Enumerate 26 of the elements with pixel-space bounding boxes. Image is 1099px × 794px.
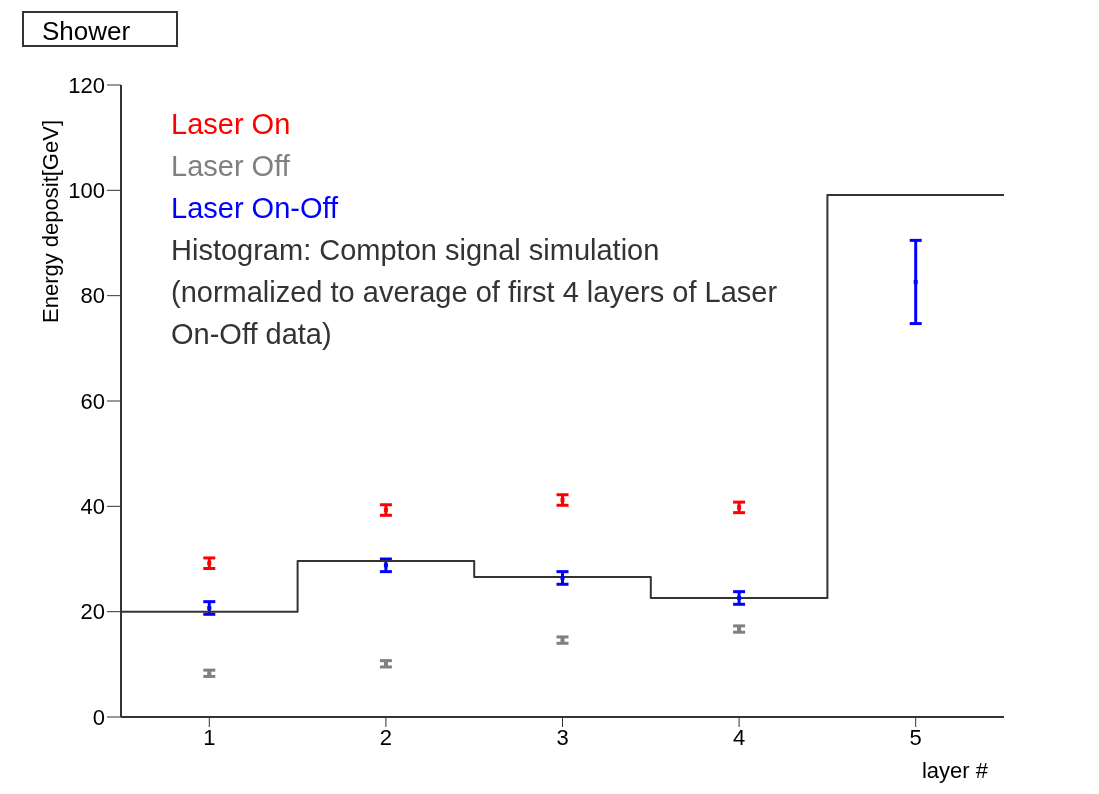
x-axis-title: layer # — [921, 758, 989, 783]
y-tick-label: 100 — [68, 178, 105, 204]
point — [737, 595, 742, 600]
series-label: Histogram: Compton signal simulation (normalized to average of first 4 layers of Laser On-Off data) — [171, 233, 779, 352]
y-tick-label: 40 — [80, 494, 105, 520]
point — [207, 605, 212, 610]
x-tick-label: 3 — [556, 724, 569, 750]
y-tick-label: 80 — [80, 283, 105, 309]
y-tick-label: 60 — [80, 388, 105, 414]
text: Laser Off — [171, 149, 291, 184]
point — [383, 508, 388, 513]
y-tick-label: 20 — [80, 599, 105, 625]
y-tick-label: 120 — [68, 72, 105, 98]
x-tick-label: 4 — [732, 724, 746, 750]
text: Laser On — [171, 107, 292, 142]
point — [383, 563, 388, 568]
chart-title: Shower — [22, 11, 178, 47]
point — [207, 561, 212, 566]
y-axis-title: Energy deposit[GeV] — [38, 120, 63, 324]
point — [560, 498, 565, 503]
text: Laser On-Off — [171, 191, 340, 226]
x-tick-label: 1 — [203, 724, 216, 750]
x-tick-label: 5 — [909, 724, 922, 750]
y-tick-label: 0 — [92, 704, 105, 730]
x-tick-label: 2 — [379, 724, 393, 750]
point — [913, 279, 918, 284]
